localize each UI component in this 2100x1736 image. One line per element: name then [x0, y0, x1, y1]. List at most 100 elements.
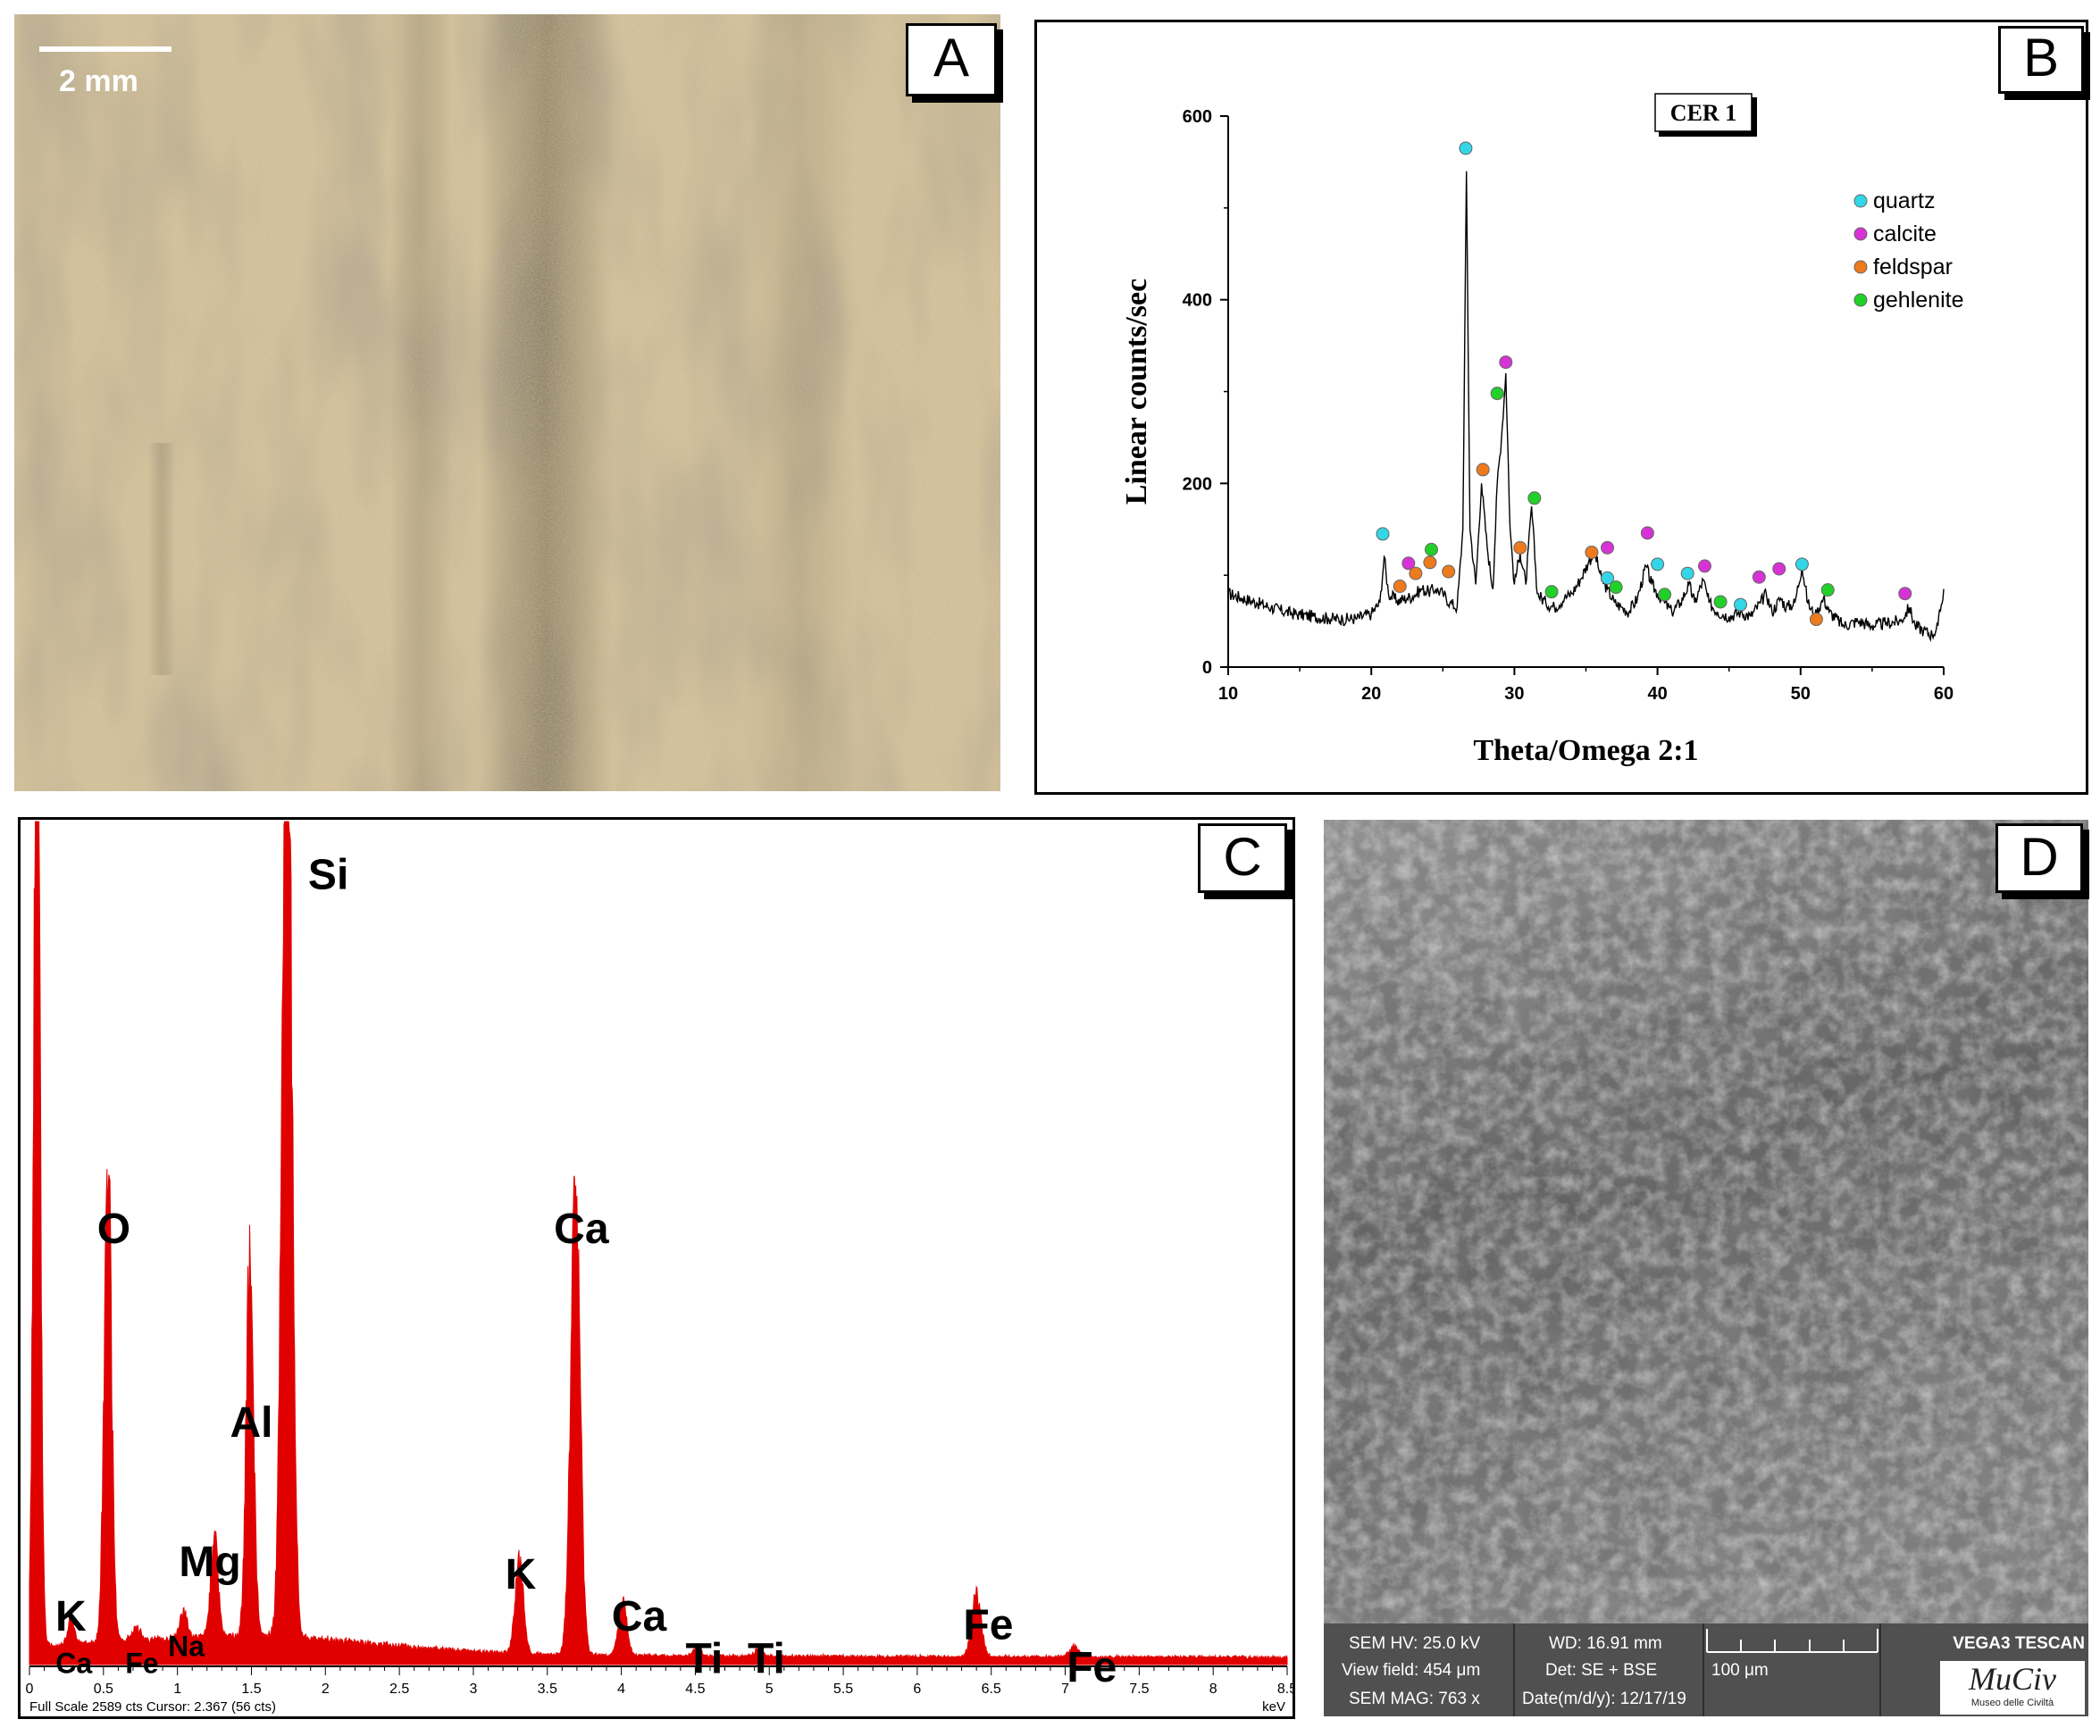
feldspar-marker: [1476, 463, 1490, 477]
x-tick-label: 10: [1218, 684, 1238, 704]
quartz-marker: [1376, 527, 1390, 541]
peak-label-O: O: [97, 1206, 130, 1253]
calcite-marker: [1772, 562, 1786, 576]
calcite-marker: [1752, 570, 1766, 584]
peak-label-Al: Al: [230, 1399, 272, 1447]
x-axis-label: keV: [1262, 1699, 1285, 1715]
sem-vendor: VEGA3 TESCAN: [1953, 1634, 2085, 1653]
x-tick-label: 60: [1934, 684, 1954, 704]
panel-b: 10 20 30 40 50 60 0 200 400 600 Theta/Omega 2:1 Lin…: [1034, 20, 2088, 795]
peak-label-Fe: Fe: [963, 1602, 1013, 1649]
panel-letter-c: C: [1198, 823, 1287, 893]
gehlenite-marker: [1527, 491, 1542, 505]
photo-texture: 2 mm: [14, 14, 1000, 791]
x-tick-label: 6.5: [982, 1682, 1001, 1697]
quartz-marker: [1651, 557, 1665, 572]
x-tick-label: 2: [322, 1682, 330, 1697]
muciv-logo: MuCiv Museo delle Civiltà: [1940, 1661, 2085, 1715]
series-line: [1227, 171, 1945, 643]
x-tick-label: 8: [1209, 1682, 1217, 1697]
sem-divider-3: [1879, 1623, 1881, 1716]
quartz-marker: [1734, 597, 1748, 612]
gehlenite-marker: [1424, 542, 1438, 556]
x-tick-label: 6: [913, 1682, 921, 1697]
x-axis-label: Theta/Omega 2:1: [1473, 734, 1698, 767]
chart-title: CER 1: [1670, 100, 1736, 126]
sem-wd: WD: 16.91 mm: [1549, 1634, 1662, 1653]
feldspar-marker: [1423, 555, 1437, 570]
legend-label-feldspar: feldspar: [1873, 255, 1953, 280]
calcite-marker: [1499, 355, 1513, 370]
peak-label-Ca: Ca: [612, 1593, 667, 1640]
sem-det: Det: SE + BSE: [1545, 1661, 1658, 1680]
panel-a: 2 mm A: [14, 14, 1000, 791]
chart-title-box: [1654, 93, 1753, 132]
calcite-marker: [1401, 556, 1416, 571]
peak-label-Si: Si: [308, 852, 348, 899]
legend-marker-feldspar: [1853, 260, 1868, 274]
calcite-marker: [1601, 540, 1615, 555]
sem-image: [1324, 820, 2088, 1625]
x-tick-label: 4.5: [685, 1682, 705, 1697]
spectrum-area: [29, 821, 1288, 1665]
panel-letter-b: B: [1998, 26, 2084, 94]
sem-mag: SEM MAG: 763 x: [1349, 1690, 1480, 1708]
feldspar-marker: [1513, 540, 1527, 555]
peak-label-Ca: Ca: [55, 1647, 92, 1679]
peak-label-Na: Na: [168, 1631, 205, 1663]
x-tick-label: 1.5: [241, 1682, 261, 1697]
y-tick-label: 200: [1183, 474, 1212, 494]
sem-view-field: View field: 454 μm: [1342, 1661, 1481, 1680]
muciv-logo-sub: Museo delle Civiltà: [1970, 1698, 2054, 1708]
gehlenite-marker: [1609, 580, 1623, 595]
calcite-marker: [1898, 587, 1912, 601]
gehlenite-marker: [1490, 387, 1504, 401]
feldspar-marker: [1393, 580, 1407, 594]
legend-label-gehlenite: gehlenite: [1873, 288, 1963, 313]
quartz-marker: [1795, 557, 1809, 572]
calcite-marker: [1697, 559, 1711, 573]
peak-label-Fe: Fe: [125, 1647, 158, 1679]
y-tick-label: 400: [1183, 291, 1212, 311]
peak-label-Ca: Ca: [554, 1206, 609, 1253]
peak-label-K: K: [506, 1551, 537, 1598]
sem-scale-bar: [1706, 1629, 1878, 1653]
x-tick-label: 3.5: [538, 1682, 557, 1697]
sem-date: Date(m/d/y): 12/17/19: [1522, 1690, 1686, 1708]
eds-chart: 0 0.5 1 1.5 2 2.5 3 3.5 4 4.5 5 5.5 6 6.5 7 7.5 8 8.5 keV F…: [26, 821, 1293, 1715]
legend-marker-quartz: [1853, 194, 1868, 208]
sem-scale-label: 100 μm: [1711, 1661, 1769, 1680]
feldspar-marker: [1442, 564, 1456, 579]
peak-label-Fe: Fe: [1067, 1644, 1117, 1691]
feldspar-marker: [1409, 566, 1423, 580]
gehlenite-marker: [1544, 585, 1559, 599]
x-tick-label: 40: [1647, 684, 1667, 704]
muciv-logo-text: MuCiv: [1969, 1661, 2056, 1697]
x-tick-label: 3: [469, 1682, 477, 1697]
x-tick-label: 0: [26, 1682, 34, 1697]
sem-info-bar: SEM HV: 25.0 kV View field: 454 μm SEM M…: [1324, 1623, 2088, 1716]
sem-divider-1: [1513, 1623, 1515, 1716]
peak-label-Mg: Mg: [179, 1539, 240, 1586]
legend-label-quartz: quartz: [1873, 188, 1935, 213]
gehlenite-marker: [1658, 588, 1672, 602]
gehlenite-marker: [1713, 595, 1728, 609]
panel-c: 0 0.5 1 1.5 2 2.5 3 3.5 4 4.5 5 5.5 6 6.5 7 7.5 8 8.5 keV F…: [18, 817, 1295, 1719]
panel-letter-d: D: [1995, 823, 2083, 893]
y-tick-label: 600: [1183, 107, 1212, 127]
y-tick-label: 0: [1202, 658, 1212, 678]
x-tick-label: 50: [1791, 684, 1811, 704]
y-axis-label: Linear counts/sec: [1120, 279, 1153, 505]
peak-label-Ti: Ti: [748, 1635, 785, 1682]
x-tick-label: 20: [1361, 684, 1381, 704]
panel-d: D SEM HV: 25.0 kV View field: 454 μm SEM…: [1324, 820, 2088, 1716]
scale-bar: [39, 46, 172, 52]
x-tick-label: 4: [617, 1682, 625, 1697]
x-tick-label: 1: [173, 1682, 181, 1697]
legend-marker-calcite: [1853, 227, 1868, 241]
quartz-marker: [1601, 571, 1615, 585]
sem-hv: SEM HV: 25.0 kV: [1349, 1634, 1481, 1653]
quartz-marker: [1680, 566, 1694, 580]
panel-letter-a: A: [906, 23, 997, 96]
